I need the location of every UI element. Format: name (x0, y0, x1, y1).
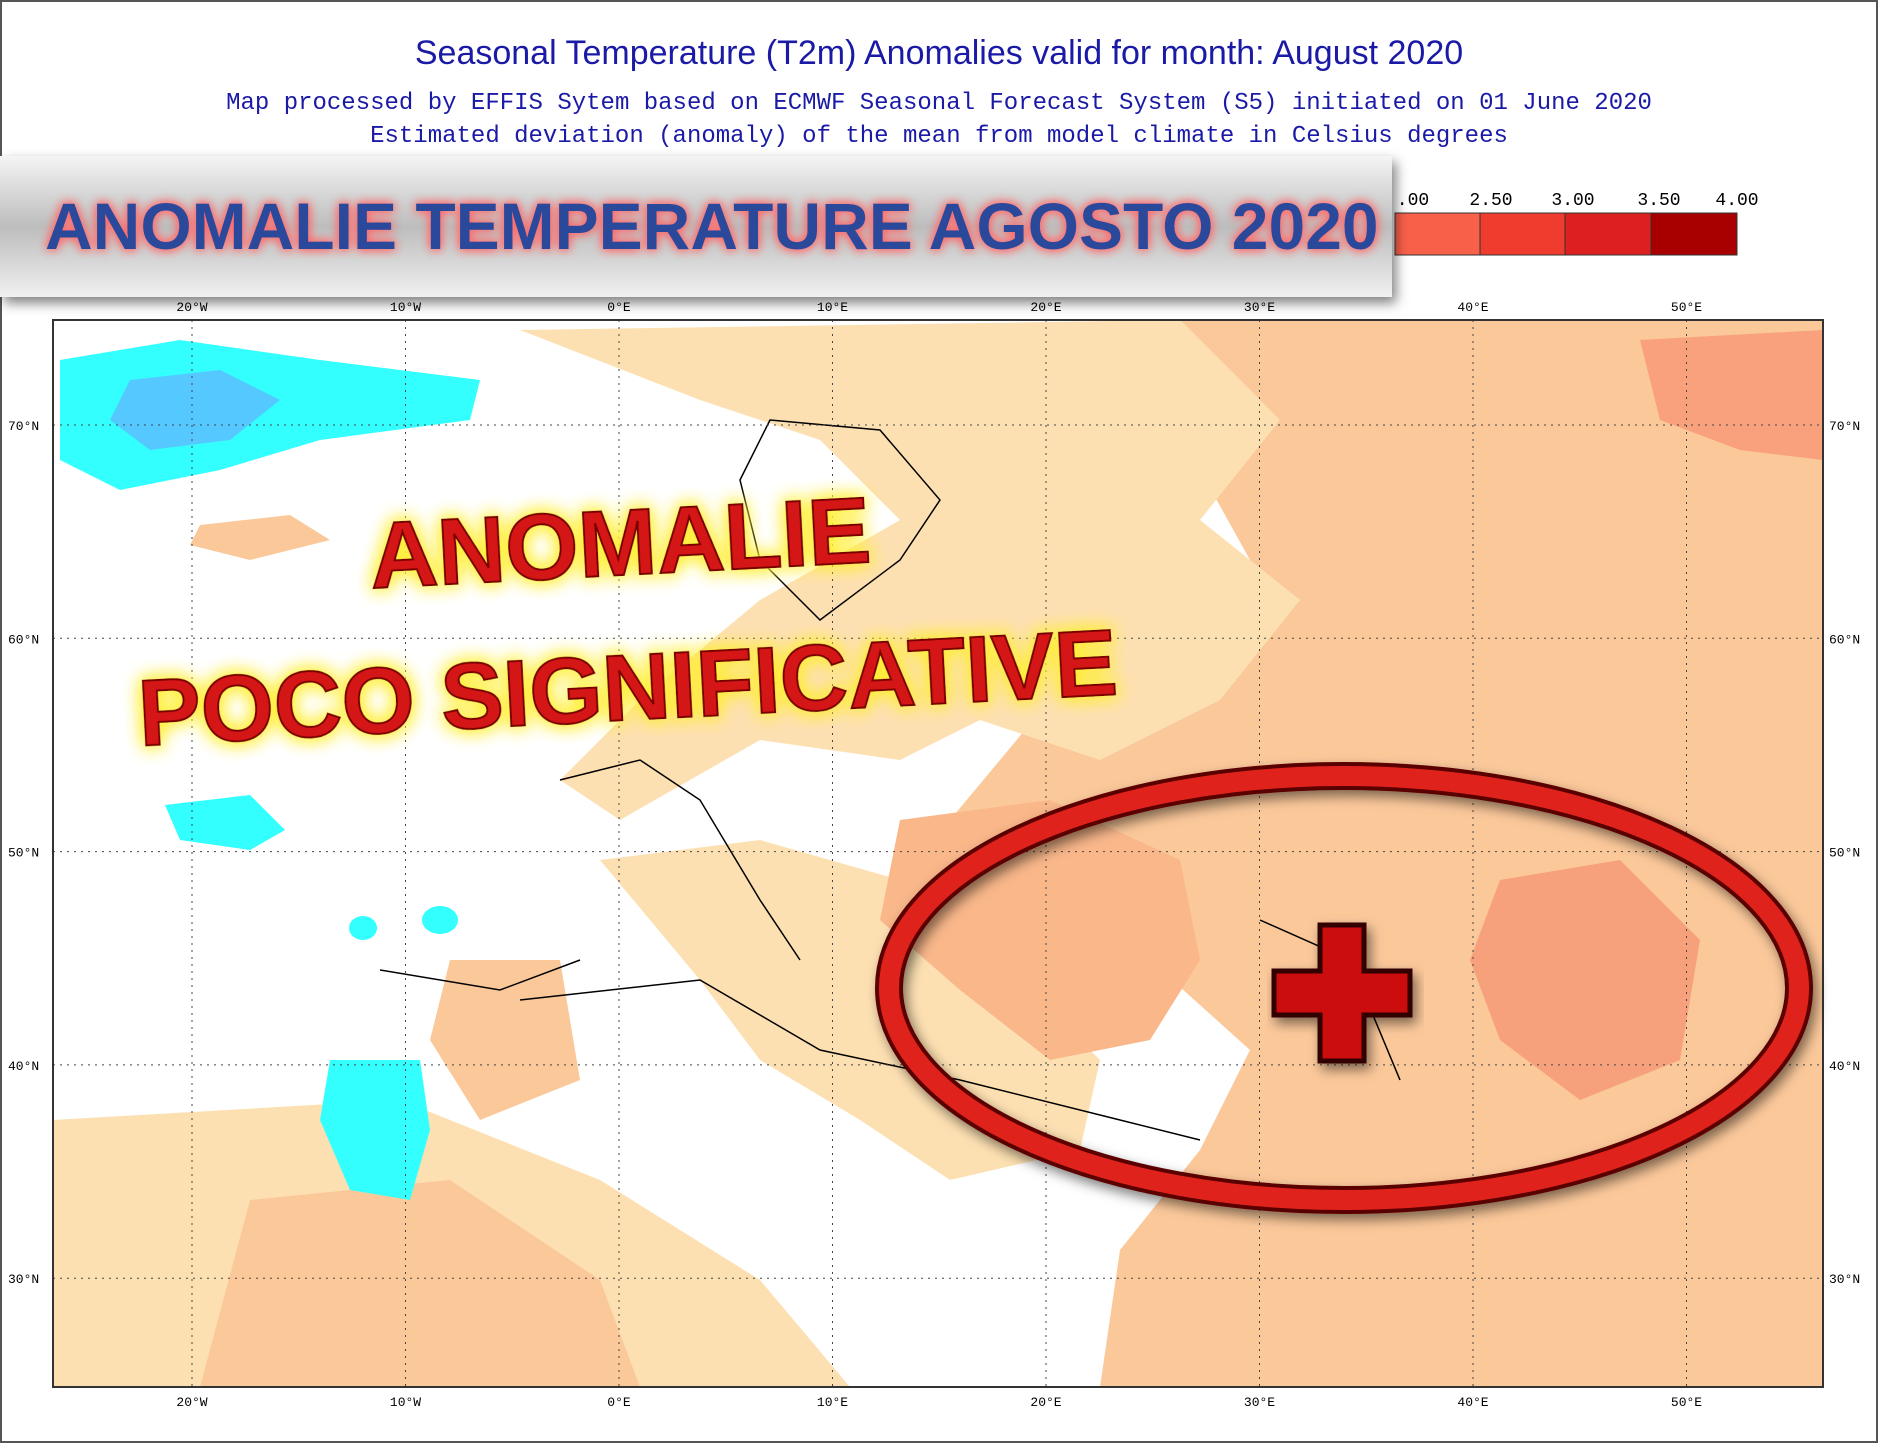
legend-swatch (1479, 212, 1566, 256)
longitude-label: 0°E (607, 1395, 631, 1410)
legend-swatch (1650, 212, 1738, 256)
longitude-label: 30°E (1244, 300, 1275, 315)
legend-label: 3.50 (1637, 191, 1680, 211)
longitude-label: 20°E (1030, 300, 1061, 315)
longitude-label: 40°E (1457, 300, 1488, 315)
longitude-label: 20°W (176, 1395, 207, 1410)
legend-swatch (1564, 212, 1652, 256)
latitude-label: 60°N (8, 632, 39, 647)
longitude-label: 50°E (1671, 300, 1702, 315)
legend-label: .00 (1397, 191, 1429, 211)
legend-label: 3.00 (1551, 191, 1594, 211)
latitude-label: 30°N (8, 1272, 39, 1287)
banner (0, 156, 1392, 297)
longitude-label: 0°E (607, 300, 631, 315)
longitude-label: 20°W (176, 300, 207, 315)
longitude-label: 10°W (390, 300, 421, 315)
map (53, 320, 1823, 1387)
latitude-label: 30°N (1829, 1272, 1860, 1287)
highlight-ellipse (875, 762, 1813, 1214)
latitude-label: 70°N (8, 419, 39, 434)
legend-label: 2.50 (1469, 191, 1512, 211)
subtitle: Map processed by EFFIS Sytem based on EC… (226, 90, 1652, 117)
longitude-label: 40°E (1457, 1395, 1488, 1410)
legend-label: 4.00 (1715, 191, 1758, 211)
legend (1394, 212, 1738, 256)
subtitle: Estimated deviation (anomaly) of the mea… (370, 123, 1508, 150)
latitude-label: 60°N (1829, 632, 1860, 647)
legend-swatch (1394, 212, 1481, 256)
latitude-label: 50°N (8, 846, 39, 861)
longitude-label: 50°E (1671, 1395, 1702, 1410)
latitude-label: 70°N (1829, 419, 1860, 434)
latitude-label: 40°N (1829, 1059, 1860, 1074)
longitude-label: 10°E (817, 300, 848, 315)
banner-text: ANOMALIE TEMPERATURE AGOSTO 2020 (45, 189, 1379, 263)
latitude-label: 50°N (1829, 846, 1860, 861)
longitude-label: 10°W (390, 1395, 421, 1410)
plus-sign (1271, 922, 1413, 1064)
longitude-label: 30°E (1244, 1395, 1275, 1410)
title: Seasonal Temperature (T2m) Anomalies val… (415, 34, 1463, 72)
longitude-label: 20°E (1030, 1395, 1061, 1410)
longitude-label: 10°E (817, 1395, 848, 1410)
map-border (52, 319, 1824, 1388)
latitude-label: 40°N (8, 1059, 39, 1074)
